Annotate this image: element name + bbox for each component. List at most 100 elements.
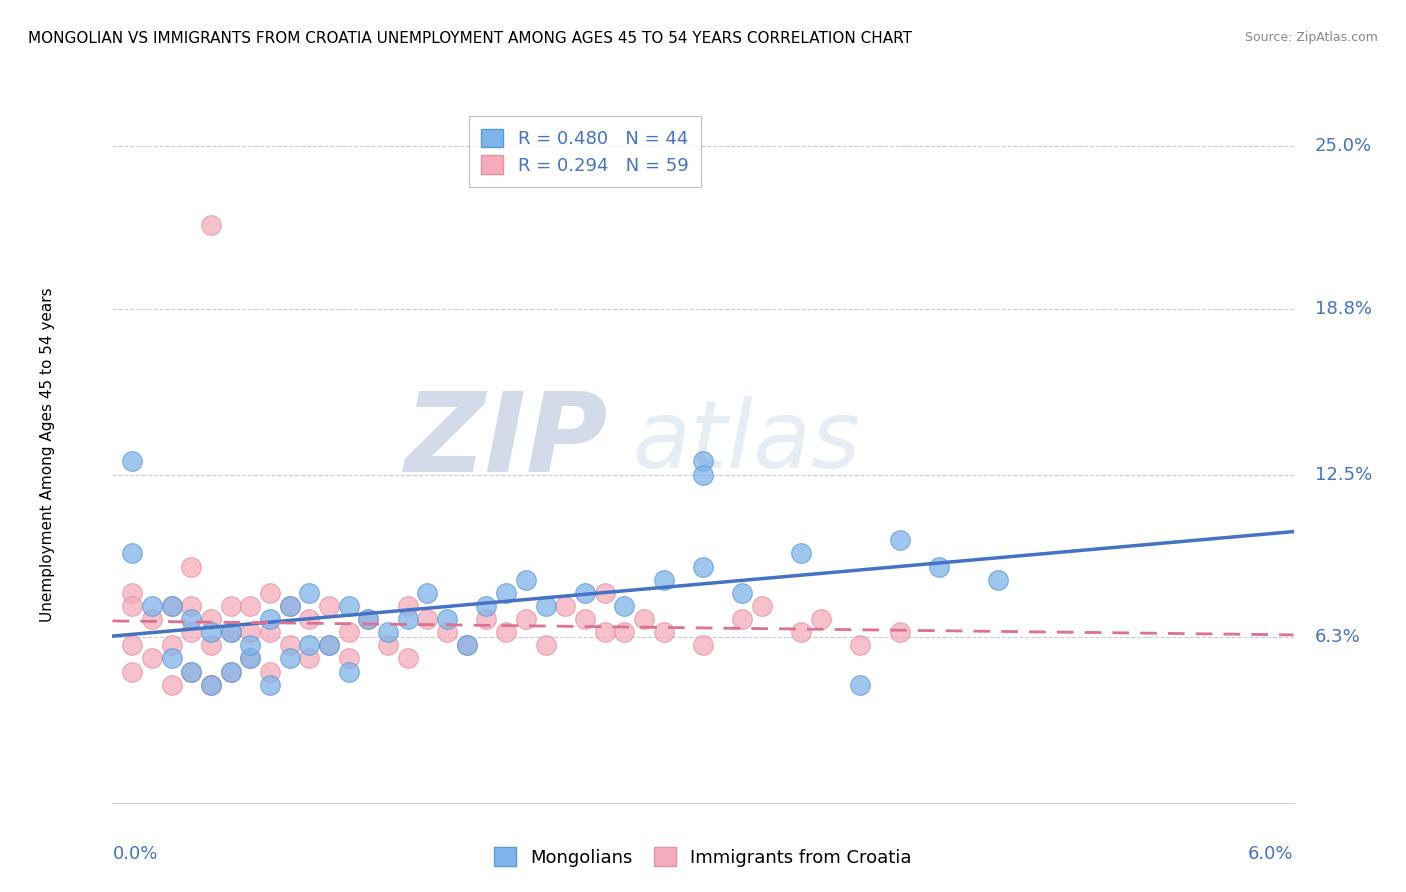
Point	[515, 573, 537, 587]
Point	[160, 651, 183, 665]
Point	[318, 599, 340, 613]
Point	[475, 599, 498, 613]
Point	[121, 586, 143, 600]
Point	[259, 625, 281, 640]
Point	[219, 599, 242, 613]
Point	[889, 533, 911, 548]
Point	[298, 586, 321, 600]
Point	[849, 678, 872, 692]
Text: 6.0%: 6.0%	[1249, 845, 1294, 863]
Point	[121, 638, 143, 652]
Point	[731, 612, 754, 626]
Text: atlas: atlas	[633, 395, 860, 486]
Point	[633, 612, 655, 626]
Point	[219, 625, 242, 640]
Point	[141, 612, 163, 626]
Point	[200, 625, 222, 640]
Point	[751, 599, 773, 613]
Point	[278, 651, 301, 665]
Point	[180, 665, 202, 679]
Point	[692, 454, 714, 468]
Point	[337, 625, 360, 640]
Point	[180, 599, 202, 613]
Point	[456, 638, 478, 652]
Point	[121, 599, 143, 613]
Point	[259, 665, 281, 679]
Point	[278, 599, 301, 613]
Point	[731, 586, 754, 600]
Point	[318, 638, 340, 652]
Point	[219, 625, 242, 640]
Point	[259, 612, 281, 626]
Point	[613, 625, 636, 640]
Point	[692, 467, 714, 482]
Point	[495, 586, 517, 600]
Point	[180, 665, 202, 679]
Point	[239, 625, 262, 640]
Point	[436, 612, 458, 626]
Point	[200, 638, 222, 652]
Point	[790, 546, 813, 560]
Text: 25.0%: 25.0%	[1315, 137, 1372, 155]
Point	[416, 612, 439, 626]
Point	[160, 599, 183, 613]
Point	[239, 651, 262, 665]
Text: MONGOLIAN VS IMMIGRANTS FROM CROATIA UNEMPLOYMENT AMONG AGES 45 TO 54 YEARS CORR: MONGOLIAN VS IMMIGRANTS FROM CROATIA UNE…	[28, 31, 912, 46]
Point	[396, 599, 419, 613]
Text: 0.0%: 0.0%	[112, 845, 157, 863]
Point	[219, 665, 242, 679]
Point	[456, 638, 478, 652]
Point	[298, 651, 321, 665]
Point	[121, 665, 143, 679]
Point	[436, 625, 458, 640]
Point	[534, 638, 557, 652]
Point	[200, 218, 222, 232]
Point	[889, 625, 911, 640]
Point	[121, 546, 143, 560]
Point	[239, 651, 262, 665]
Point	[416, 586, 439, 600]
Point	[849, 638, 872, 652]
Point	[692, 559, 714, 574]
Point	[574, 612, 596, 626]
Point	[652, 625, 675, 640]
Point	[574, 586, 596, 600]
Point	[534, 599, 557, 613]
Point	[554, 599, 576, 613]
Point	[396, 612, 419, 626]
Point	[337, 651, 360, 665]
Point	[259, 678, 281, 692]
Text: 18.8%: 18.8%	[1315, 301, 1372, 318]
Point	[692, 638, 714, 652]
Point	[180, 625, 202, 640]
Text: 12.5%: 12.5%	[1315, 466, 1372, 483]
Point	[396, 651, 419, 665]
Text: Unemployment Among Ages 45 to 54 years: Unemployment Among Ages 45 to 54 years	[39, 287, 55, 623]
Point	[200, 678, 222, 692]
Point	[298, 612, 321, 626]
Point	[160, 638, 183, 652]
Point	[318, 638, 340, 652]
Point	[337, 599, 360, 613]
Point	[298, 638, 321, 652]
Point	[180, 612, 202, 626]
Point	[141, 651, 163, 665]
Point	[160, 599, 183, 613]
Point	[239, 599, 262, 613]
Point	[357, 612, 380, 626]
Point	[475, 612, 498, 626]
Point	[180, 559, 202, 574]
Point	[593, 586, 616, 600]
Text: 6.3%: 6.3%	[1315, 628, 1361, 647]
Point	[259, 586, 281, 600]
Point	[337, 665, 360, 679]
Point	[593, 625, 616, 640]
Point	[790, 625, 813, 640]
Point	[987, 573, 1010, 587]
Point	[200, 678, 222, 692]
Point	[160, 678, 183, 692]
Point	[200, 612, 222, 626]
Legend: Mongolians, Immigrants from Croatia: Mongolians, Immigrants from Croatia	[486, 840, 920, 874]
Point	[278, 599, 301, 613]
Point	[121, 454, 143, 468]
